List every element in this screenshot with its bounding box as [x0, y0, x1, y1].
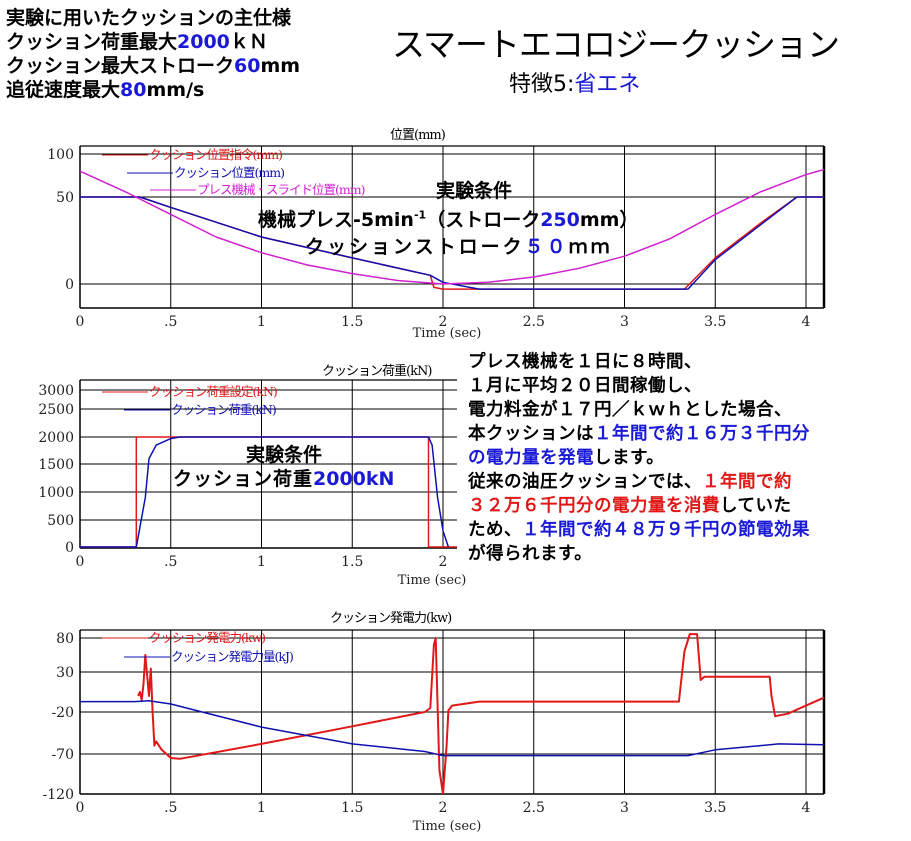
legend-entry: クッション位置指令(mm) [149, 147, 282, 162]
svg-text:2000: 2000 [38, 430, 74, 446]
svg-text:0: 0 [76, 800, 85, 816]
spec-stroke: クッション最大ストローク60mm [6, 55, 301, 77]
series-line [80, 168, 824, 285]
svg-text:1: 1 [257, 314, 266, 330]
svg-text:Time (sec): Time (sec) [413, 326, 482, 341]
legend-entry: クッション発電力(kw) [149, 630, 265, 645]
svg-text:1.5: 1.5 [341, 554, 363, 570]
svg-text:.5: .5 [164, 554, 177, 570]
svg-text:0: 0 [76, 554, 85, 570]
svg-text:3.5: 3.5 [704, 800, 726, 816]
spec-load-value: 2000 [177, 31, 230, 53]
chart1-title: 位置(mm) [390, 128, 446, 143]
spec-stroke-value: 60 [234, 55, 261, 77]
svg-text:-70: -70 [51, 747, 74, 763]
svg-text:3: 3 [620, 314, 629, 330]
svg-text:3: 3 [620, 800, 629, 816]
svg-text:1.5: 1.5 [341, 314, 363, 330]
svg-text:4: 4 [802, 314, 811, 330]
svg-text:Time (sec): Time (sec) [398, 573, 467, 588]
chart2-title: クッション荷重(kN) [322, 364, 432, 379]
svg-text:2: 2 [439, 800, 448, 816]
load-conditions-heading: 実験条件 [246, 444, 323, 466]
subtitle-highlight: 省エネ [574, 72, 641, 97]
position-conditions-heading: 実験条件 [436, 180, 513, 202]
svg-text:2.5: 2.5 [523, 314, 545, 330]
series-line [137, 633, 824, 794]
svg-text:1.5: 1.5 [341, 800, 363, 816]
svg-text:.5: .5 [164, 314, 177, 330]
spec-heading: 実験に用いたクッションの主仕様 [6, 7, 292, 29]
svg-text:30: 30 [56, 665, 74, 681]
legend-entry: クッション位置(mm) [174, 165, 284, 180]
svg-text:2: 2 [439, 554, 448, 570]
chart-2: 3000 2500 2000 1500 1000 500 00 .5 1 1.5 2 Time (se… [38, 379, 467, 588]
svg-text:2500: 2500 [38, 402, 74, 418]
svg-text:3.5: 3.5 [704, 314, 726, 330]
position-conditions-cushion: クッションストローク５０ｍｍ [305, 236, 613, 258]
spec-speed: 追従速度最大80mm/s [6, 79, 205, 101]
svg-text:-20: -20 [51, 705, 74, 721]
svg-text:1500: 1500 [38, 457, 74, 473]
page-title: スマートエコロジークッション [392, 25, 840, 64]
series-line [80, 196, 824, 290]
svg-text:Time (sec): Time (sec) [413, 819, 482, 834]
energy-savings-note: プレス機械を１日に８時間、 １月に平均２０日間稼働し、 電力料金が１７円／ｋｗｈ… [468, 352, 810, 564]
svg-text:0: 0 [65, 277, 74, 293]
legend-entry: クッション荷重(kN) [171, 402, 276, 417]
svg-text:0: 0 [76, 314, 85, 330]
chart3-title: クッション発電力(kw) [330, 611, 452, 626]
svg-text:1: 1 [257, 554, 266, 570]
svg-text:80: 80 [56, 631, 74, 647]
svg-text:50: 50 [56, 190, 74, 206]
spec-speed-value: 80 [120, 79, 147, 101]
series-line [80, 436, 450, 548]
position-conditions-press: 機械プレス-5min-1（ストローク250mm） [258, 208, 639, 231]
svg-text:1000: 1000 [38, 485, 74, 501]
svg-text:0: 0 [65, 540, 74, 556]
svg-text:100: 100 [47, 147, 74, 163]
svg-text:2.5: 2.5 [523, 800, 545, 816]
svg-text:.5: .5 [164, 800, 177, 816]
page-subtitle: 特徴5:省エネ [509, 72, 641, 97]
spec-load: クッション荷重最大2000ｋＮ [6, 31, 268, 53]
svg-text:4: 4 [802, 800, 811, 816]
series-line [80, 700, 824, 757]
legend-entry: プレス機械・スライド位置(mm) [197, 182, 365, 197]
spec-block: 実験に用いたクッションの主仕様 クッション荷重最大2000ｋＮ クッション最大ス… [6, 6, 300, 102]
svg-text:-120: -120 [43, 787, 74, 803]
legend-entry: クッション荷重設定(kN) [149, 384, 277, 399]
svg-text:500: 500 [47, 513, 74, 529]
svg-text:3000: 3000 [38, 383, 74, 399]
chart-1: 100 50 0 0 .5 1 1.5 2 2.5 3 3.5 4 Time (sec) クッション位置指… [47, 145, 826, 341]
svg-text:1: 1 [257, 800, 266, 816]
svg-text:2: 2 [439, 314, 448, 330]
load-conditions-value: クッション荷重2000kN [173, 468, 395, 490]
legend-entry: クッション発電力量(kJ) [171, 649, 293, 664]
